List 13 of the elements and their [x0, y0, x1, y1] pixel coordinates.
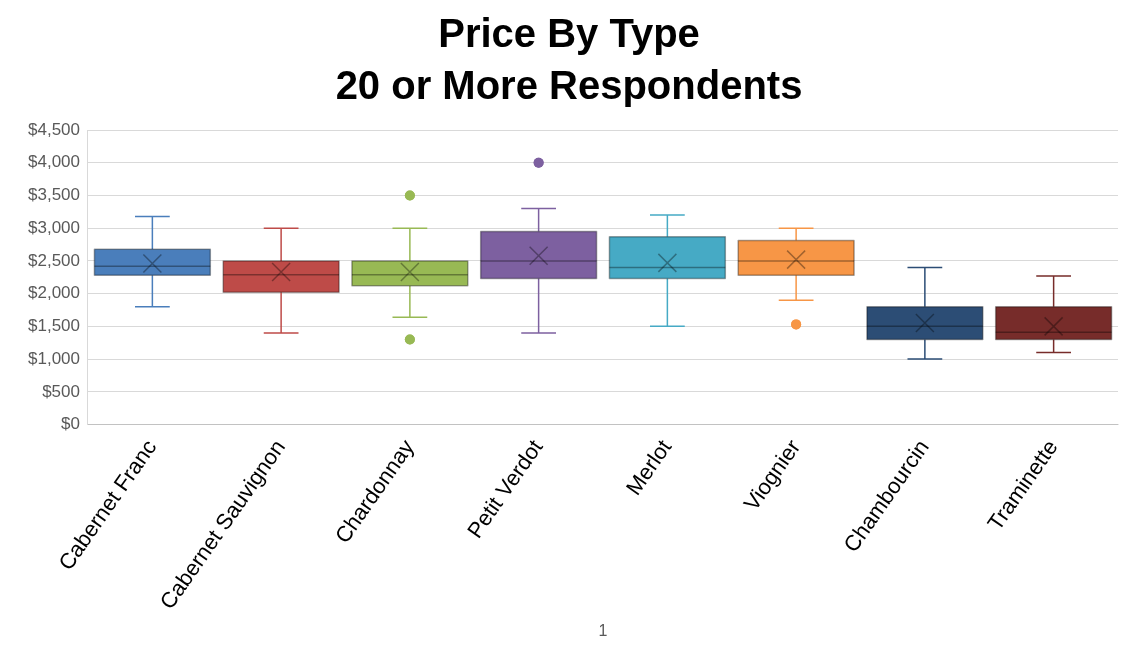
text: 1	[598, 622, 608, 640]
y-tick-label: $1,000	[28, 348, 80, 368]
y-tick-label: $1,500	[28, 316, 80, 336]
y-tick-label: $500	[42, 381, 80, 401]
text: 20 or More Respondents	[335, 63, 803, 108]
y-tick-label: $2,000	[28, 283, 80, 303]
y-tick-label: $3,500	[28, 185, 80, 205]
y-tick-label: $3,000	[28, 217, 80, 237]
y-tick-label: $4,500	[28, 119, 80, 139]
y-tick-label: $4,000	[28, 152, 80, 172]
text: Price By Type	[438, 11, 700, 56]
y-tick-label: $2,500	[28, 250, 80, 270]
y-tick-label: $0	[61, 414, 80, 434]
